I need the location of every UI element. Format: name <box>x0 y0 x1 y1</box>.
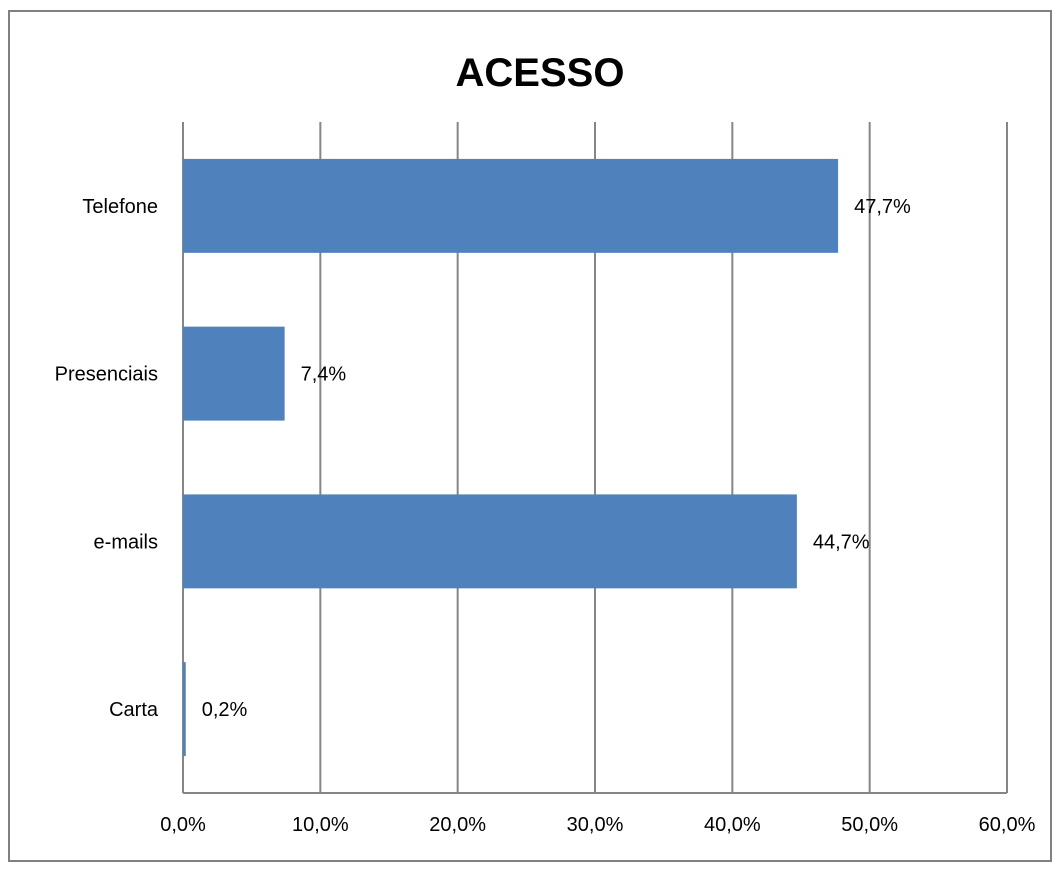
bar-1 <box>183 326 285 421</box>
data-label: 47,7% <box>854 196 911 218</box>
data-label: 44,7% <box>813 531 870 553</box>
category-label: e-mails <box>94 531 158 553</box>
bar-2 <box>183 494 797 589</box>
chart-title: ACESSO <box>456 51 625 95</box>
bar-0 <box>183 158 839 253</box>
x-tick-label: 30,0% <box>567 814 624 836</box>
x-tick-label: 20,0% <box>429 814 486 836</box>
x-tick-label: 50,0% <box>841 814 898 836</box>
x-tick-labels: 0,0% 10,0% 20,0% 30,0% 40,0% 50,0% 60,0% <box>160 814 1035 836</box>
category-labels: Telefone Presenciais e-mails Carta <box>55 196 159 721</box>
category-label: Presenciais <box>55 364 158 386</box>
x-tick-label: 0,0% <box>160 814 206 836</box>
x-tick-label: 40,0% <box>704 814 761 836</box>
bars <box>183 158 839 757</box>
data-label: 0,2% <box>202 699 248 721</box>
x-tick-label: 10,0% <box>292 814 349 836</box>
data-labels: 47,7% 7,4% 44,7% 0,2% <box>202 196 911 721</box>
x-tick-label: 60,0% <box>979 814 1036 836</box>
category-label: Carta <box>109 699 159 721</box>
data-label: 7,4% <box>301 364 347 386</box>
bar-3 <box>183 662 186 757</box>
category-label: Telefone <box>82 196 158 218</box>
